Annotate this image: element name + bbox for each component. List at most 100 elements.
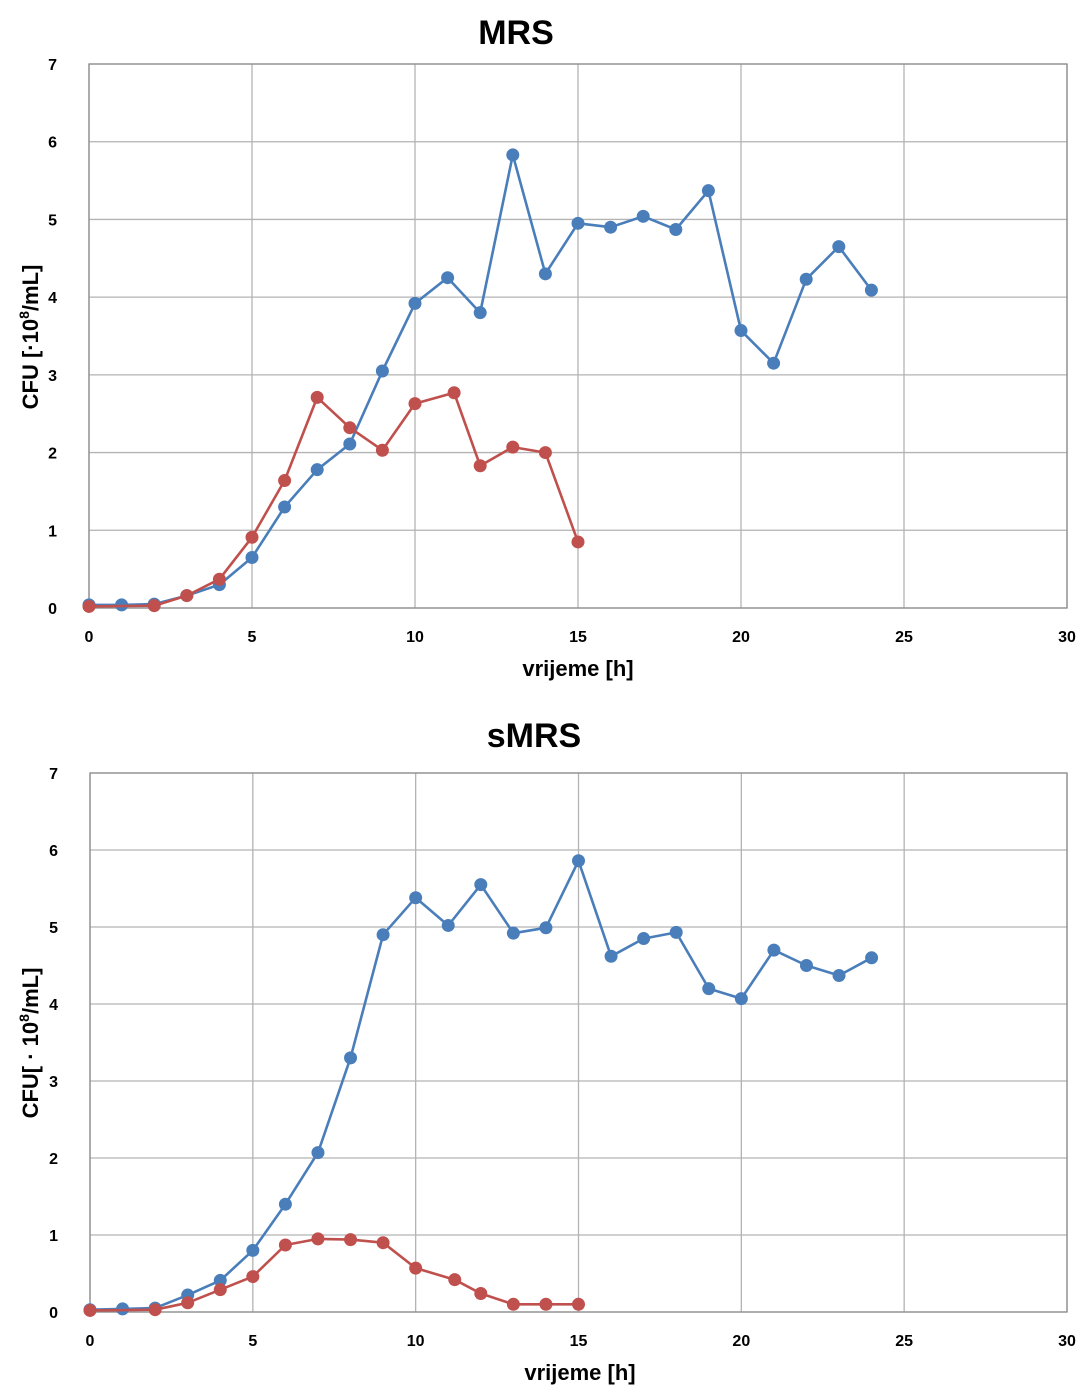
y-tick-label: 2	[48, 446, 57, 463]
data-point	[734, 992, 748, 1006]
data-point	[448, 1273, 462, 1287]
y-axis-label-superscript: 8	[16, 1014, 32, 1022]
x-tick-labels: 0 5 10 15 20 25 30	[86, 1333, 1076, 1350]
series-1	[82, 148, 878, 612]
x-tick-label: 25	[895, 1333, 913, 1350]
data-point	[344, 1051, 358, 1065]
y-tick-label: 1	[48, 523, 57, 540]
data-point	[408, 397, 422, 411]
y-axis-label-tail: /mL]	[18, 968, 43, 1014]
y-tick-label: 6	[49, 843, 58, 860]
data-point	[246, 1270, 260, 1284]
data-point	[767, 356, 781, 370]
data-point	[702, 982, 716, 996]
data-point	[311, 1146, 325, 1160]
data-point	[213, 1283, 227, 1297]
x-tick-label: 15	[569, 629, 587, 646]
data-point	[701, 184, 715, 198]
data-point	[409, 1261, 423, 1275]
data-point	[506, 148, 520, 162]
data-point	[539, 1297, 553, 1311]
data-point	[83, 1303, 97, 1317]
x-tick-label: 20	[732, 629, 750, 646]
data-point	[376, 928, 390, 942]
plot-area	[88, 63, 1068, 609]
data-point	[408, 296, 422, 310]
data-point	[474, 878, 488, 892]
data-point	[506, 926, 520, 940]
grid	[89, 772, 1068, 1313]
y-tick-label: 3	[48, 368, 57, 385]
data-point	[669, 223, 683, 237]
data-point	[538, 267, 552, 281]
data-point	[799, 272, 813, 286]
data-point	[212, 572, 226, 586]
series-layer	[83, 854, 879, 1317]
series-line	[87, 153, 873, 607]
data-point	[343, 437, 357, 451]
series-layer	[82, 148, 878, 613]
data-point	[311, 1232, 325, 1246]
data-point	[82, 599, 96, 613]
y-axis-label-superscript: 8	[16, 311, 32, 319]
plot-area	[89, 772, 1068, 1313]
data-point	[409, 891, 423, 905]
data-point	[572, 1297, 585, 1311]
data-point	[734, 324, 748, 338]
smrs-chart: sMRS 0 1 2 3 4 5 6 7 0 5 10 15 20 25 30 vrijeme [h] C…	[16, 717, 1076, 1385]
y-tick-label: 7	[48, 57, 57, 74]
x-tick-label: 10	[406, 629, 424, 646]
y-tick-label: 3	[49, 1074, 58, 1091]
series-2	[82, 386, 585, 613]
data-point	[473, 459, 487, 473]
x-tick-label: 5	[248, 1333, 257, 1350]
data-point	[832, 240, 846, 254]
data-point	[636, 209, 650, 223]
y-tick-labels: 0 1 2 3 4 5 6 7	[49, 766, 58, 1322]
data-point	[376, 1236, 390, 1250]
x-tick-label: 5	[248, 629, 257, 646]
y-axis-label: CFU [·108/mL]	[16, 265, 43, 410]
y-tick-label: 2	[49, 1151, 58, 1168]
series-2	[83, 1232, 585, 1317]
x-tick-label: 30	[1058, 629, 1076, 646]
data-point	[506, 440, 520, 454]
data-point	[474, 1287, 488, 1301]
data-point	[278, 474, 292, 488]
chart-title: sMRS	[487, 717, 581, 755]
data-point	[441, 918, 455, 932]
data-point	[571, 535, 585, 549]
series-line	[87, 391, 580, 608]
data-point	[832, 969, 846, 983]
y-tick-label: 1	[49, 1228, 58, 1245]
data-point	[344, 1233, 358, 1247]
data-point	[538, 446, 552, 460]
x-tick-label: 25	[895, 629, 913, 646]
y-tick-label: 5	[48, 212, 57, 229]
data-point	[343, 421, 357, 435]
data-point	[245, 550, 259, 564]
series-line	[88, 1237, 580, 1312]
x-axis-label: vrijeme [h]	[524, 1360, 635, 1385]
data-point	[799, 959, 813, 972]
series-line	[88, 859, 873, 1312]
x-tick-label: 0	[85, 629, 94, 646]
data-point	[539, 921, 553, 935]
data-point	[473, 306, 487, 320]
y-tick-label: 5	[49, 920, 58, 937]
x-tick-label: 0	[86, 1333, 95, 1350]
x-axis-label: vrijeme [h]	[522, 656, 633, 681]
data-point	[375, 443, 389, 457]
data-point	[245, 530, 259, 544]
y-tick-label: 7	[49, 766, 58, 783]
data-point	[278, 1238, 292, 1252]
y-tick-labels: 0 1 2 3 4 5 6 7	[48, 57, 57, 618]
y-axis-label-main: CFU[ · 10	[18, 1022, 43, 1119]
y-tick-label: 6	[48, 135, 57, 152]
data-point	[148, 1303, 162, 1317]
data-point	[180, 589, 194, 603]
y-tick-label: 4	[48, 290, 57, 307]
y-tick-label: 0	[49, 1305, 58, 1322]
data-point	[865, 951, 879, 965]
